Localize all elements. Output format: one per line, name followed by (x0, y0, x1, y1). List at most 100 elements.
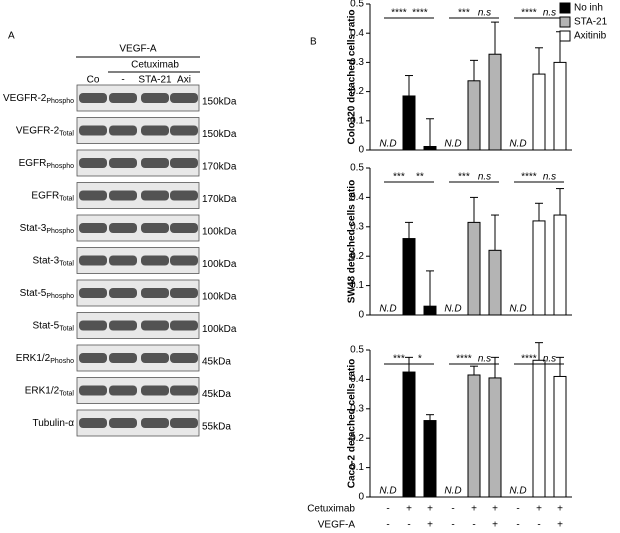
condition-sign: - (472, 520, 475, 531)
blot-band (79, 125, 107, 136)
protein-name: Tubulin-α (32, 418, 74, 429)
blot-band (109, 418, 137, 428)
protein-name: VEGFR-2 (3, 93, 47, 104)
y-tick-label: 0.3 (350, 221, 364, 232)
header: VEGF-A (119, 44, 157, 55)
y-tick-label: 0.3 (350, 403, 364, 414)
blot-band (79, 385, 107, 396)
protein-sub: Total (59, 390, 74, 397)
blot-band (141, 320, 169, 331)
y-tick-label: 0.5 (350, 345, 364, 356)
blot-band (141, 418, 169, 428)
protein-name: Stat-5 (33, 320, 60, 331)
condition-sign: + (427, 504, 433, 515)
condition-sign: - (451, 520, 454, 531)
significance-label: n.s (543, 8, 556, 19)
kda-label: 150kDa (202, 97, 237, 108)
y-tick-label: 0.2 (350, 433, 364, 444)
value-label: N.D (444, 486, 461, 497)
row-label: VEGFR-2Phospho (3, 93, 74, 105)
blot-band (109, 320, 137, 331)
protein-name: Stat-5 (20, 288, 47, 299)
bar (467, 221, 481, 316)
condition-sign: + (536, 504, 542, 515)
legend-label: STA-21 (574, 17, 608, 28)
blot-band (109, 223, 137, 233)
row-label: EGFRPhospho (19, 158, 75, 170)
row-label: Tubulin-α (32, 418, 74, 429)
bar (402, 95, 416, 151)
bar (467, 374, 481, 498)
significance-label: **** (521, 172, 538, 183)
blot-band (79, 320, 107, 331)
blot-band (141, 353, 169, 363)
protein-sub: Phospho (46, 293, 74, 300)
bar (553, 214, 567, 316)
subheader: Cetuximab (131, 60, 179, 71)
kda-label: 100kDa (202, 227, 237, 238)
significance-label: **** (412, 8, 429, 19)
bar (402, 238, 416, 316)
kda-label: 55kDa (202, 422, 231, 433)
value-label: N.D (379, 139, 396, 150)
panel-label: B (310, 37, 317, 48)
blot-band (141, 223, 169, 233)
row-label: Stat-5Total (33, 320, 75, 332)
blot-band (109, 93, 137, 103)
protein-sub: Phospho (46, 228, 74, 235)
kda-label: 170kDa (202, 194, 237, 205)
significance-label: *** (458, 172, 471, 183)
row-label: ERK1/2Phosho (16, 353, 74, 365)
blot-band (141, 255, 169, 266)
bar (532, 73, 546, 151)
condition-sign: + (492, 504, 498, 515)
value-label: N.D (509, 486, 526, 497)
legend-swatch (559, 16, 571, 28)
condition-sign: + (427, 520, 433, 531)
blot-band (79, 93, 107, 103)
blot-band (141, 288, 169, 298)
bar (467, 80, 481, 151)
condition-sign: - (407, 520, 410, 531)
value-label: N.D (379, 304, 396, 315)
blot-band (170, 93, 198, 103)
bar (423, 305, 437, 316)
protein-sub: Total (59, 195, 74, 202)
blot-band (141, 190, 169, 201)
lane-label: - (121, 75, 124, 86)
significance-label: **** (521, 8, 538, 19)
blot-band (170, 353, 198, 363)
y-tick-label: 0.2 (350, 251, 364, 262)
y-tick-label: 0.4 (350, 374, 364, 385)
protein-name: VEGFR-2 (16, 125, 60, 136)
blot-band (170, 223, 198, 233)
protein-sub: Phosho (50, 358, 74, 365)
protein-sub: Phospho (46, 98, 74, 105)
y-tick-label: 0.4 (350, 192, 364, 203)
y-tick-label: 0.5 (350, 163, 364, 174)
protein-sub: Total (59, 260, 74, 267)
condition-sign: - (516, 520, 519, 531)
bar (402, 371, 416, 498)
blot-band (109, 125, 137, 136)
blot-band (79, 190, 107, 201)
y-tick-label: 0.5 (350, 0, 364, 10)
y-tick-label: 0.3 (350, 57, 364, 68)
significance-label: n.s (478, 354, 491, 365)
blot-band (141, 158, 169, 168)
y-tick-label: 0 (358, 310, 364, 321)
significance-label: *** (458, 8, 471, 19)
y-tick-label: 0.1 (350, 462, 364, 473)
protein-sub: Total (59, 325, 74, 332)
kda-label: 150kDa (202, 129, 237, 140)
blot-band (109, 255, 137, 266)
condition-sign: - (516, 504, 519, 515)
value-label: N.D (444, 304, 461, 315)
y-tick-label: 0.1 (350, 115, 364, 126)
protein-name: Stat-3 (33, 255, 60, 266)
blot-band (79, 418, 107, 428)
condition-sign: + (492, 520, 498, 531)
significance-label: ** (416, 172, 425, 183)
condition-sign: - (537, 520, 540, 531)
bar (532, 359, 546, 498)
